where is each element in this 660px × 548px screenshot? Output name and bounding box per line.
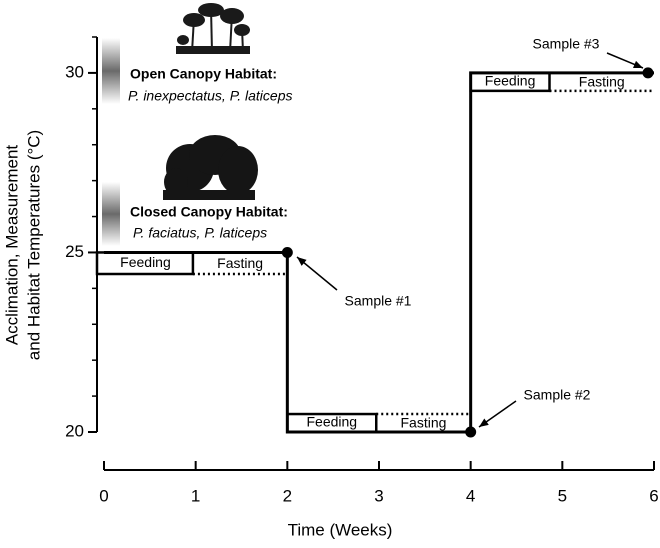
habitat-title: Open Canopy Habitat: [130,66,277,82]
sample-point [465,426,477,438]
feeding-label: Feeding [485,73,536,89]
x-tick-label: 5 [558,486,567,505]
arrow-head [479,418,489,427]
y-axis-label: and Habitat Temperatures (°C) [24,130,43,360]
x-tick-label: 1 [191,486,200,505]
y-axis-label: Acclimation, Measurement [2,145,21,346]
x-tick-label: 3 [374,486,383,505]
fasting-label: Fasting [400,415,446,431]
fasting-label: Fasting [579,74,625,90]
habitat-species: P. inexpectatus, P. laticeps [128,88,292,104]
sample-point [281,246,293,258]
y-tick-label: 25 [65,242,84,261]
habitat-bar [102,38,120,104]
feeding-label: Feeding [120,254,171,270]
x-tick-label: 4 [466,486,475,505]
open-canopy-trees [176,3,250,54]
x-axis-label: Time (Weeks) [288,520,393,539]
y-tick-label: 30 [65,62,84,81]
habitat-bar [102,182,120,246]
feeding-label: Feeding [306,414,357,430]
sample-label: Sample #2 [524,387,591,403]
sample-point [642,67,654,79]
temperature-line [104,71,654,434]
habitat-title: Closed Canopy Habitat: [130,204,288,220]
x-tick-label: 0 [99,486,108,505]
sample-label: Sample #1 [345,293,412,309]
arrow-head [297,257,307,266]
x-tick-label: 6 [649,486,658,505]
habitat-species: P. faciatus, P. laticeps [133,225,267,241]
sample-label: Sample #3 [533,36,600,52]
fasting-label: Fasting [217,255,263,271]
y-tick-label: 20 [65,421,84,440]
closed-canopy-trees [163,135,258,200]
arrow-head [633,60,643,69]
x-tick-label: 2 [283,486,292,505]
